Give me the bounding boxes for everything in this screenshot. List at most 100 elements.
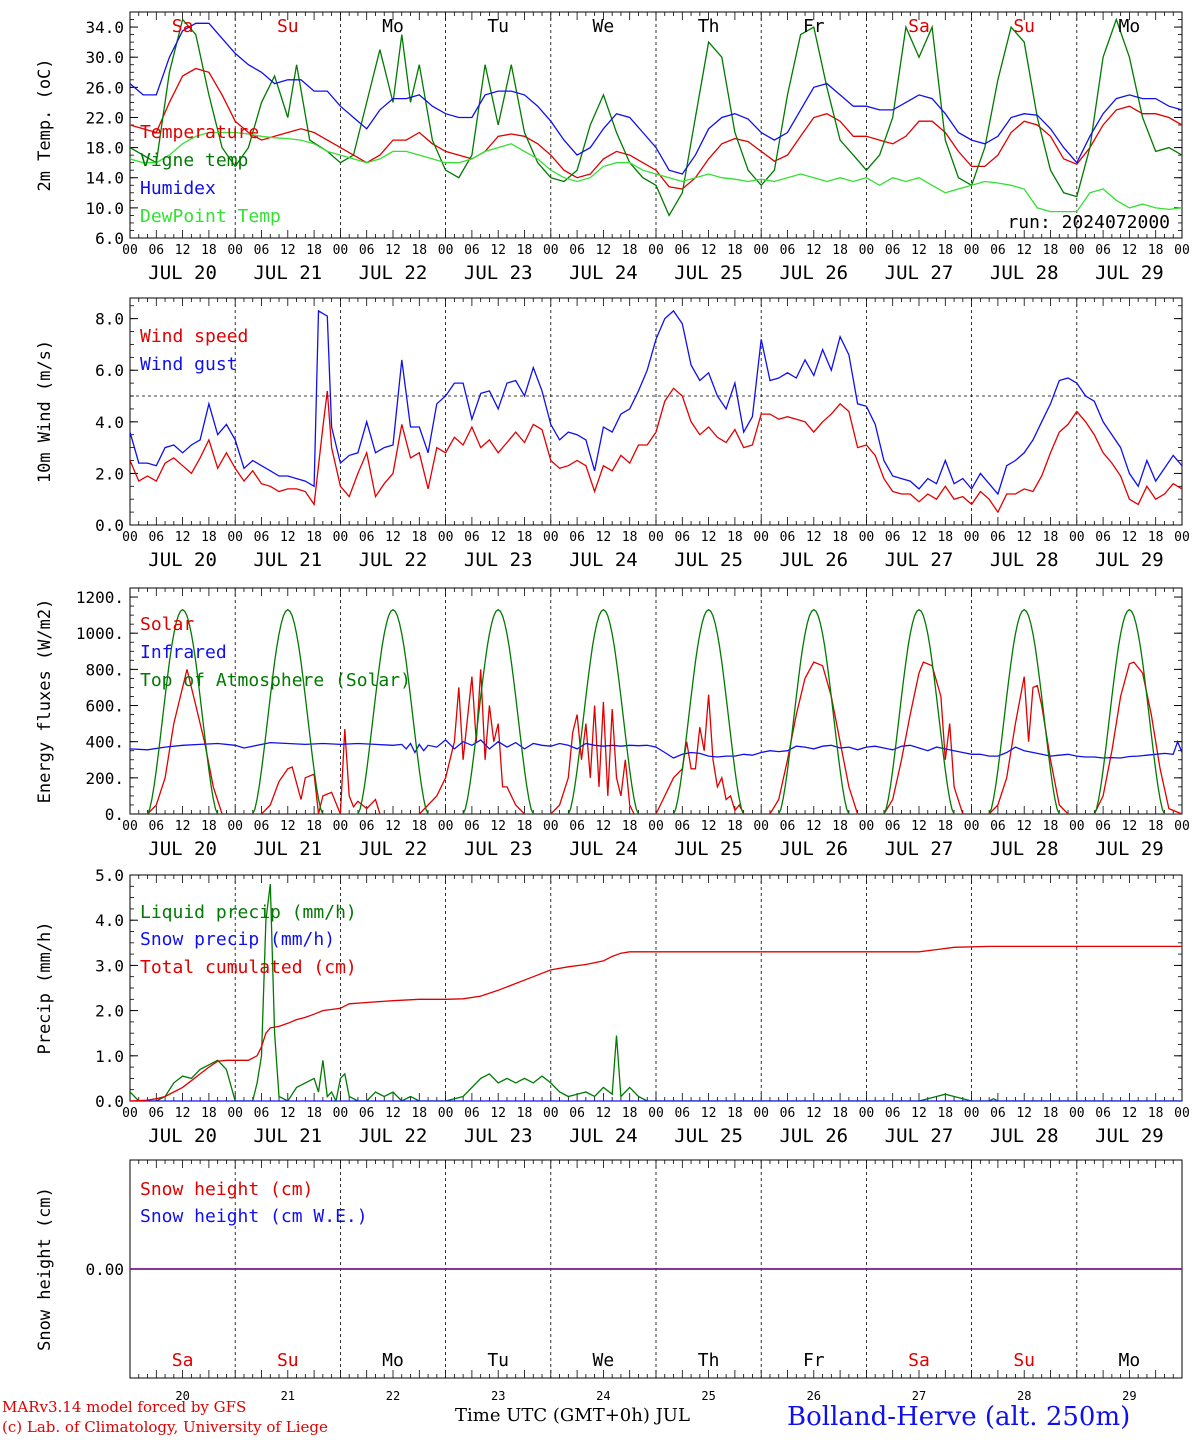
y-tick-label: 10.0 <box>85 199 124 218</box>
model-credit-line-1: MARv3.14 model forced by GFS <box>2 1398 247 1416</box>
date-label: JUL 26 <box>779 838 848 860</box>
hour-label: 00 <box>122 530 138 545</box>
y-tick-label: 6.0 <box>95 361 124 380</box>
date-label: JUL 24 <box>569 262 638 284</box>
date-label: JUL 23 <box>464 838 533 860</box>
hour-label: 00 <box>333 819 349 834</box>
y-tick-label: 1000. <box>76 624 124 643</box>
date-label: JUL 22 <box>359 549 428 571</box>
hour-label: 06 <box>674 819 690 834</box>
hour-label: 12 <box>490 1106 506 1121</box>
hour-label: 00 <box>333 1106 349 1121</box>
hour-label: 18 <box>1148 530 1164 545</box>
legend-vigne-temp: Vigne temp <box>140 150 248 171</box>
hour-label: 12 <box>280 819 296 834</box>
day-number: 20 <box>175 1389 189 1403</box>
y-tick-label: 0.00 <box>85 1260 124 1279</box>
hour-label: 06 <box>780 530 796 545</box>
hour-label: 00 <box>859 530 875 545</box>
weekday-label: Su <box>1013 16 1035 37</box>
y-tick-label: 1200. <box>76 588 124 607</box>
hour-label: 06 <box>569 243 585 258</box>
hour-label: 18 <box>1043 530 1059 545</box>
legend-dewpoint-temp: DewPoint Temp <box>140 206 281 227</box>
y-tick-label: 2.0 <box>95 1002 124 1021</box>
hour-label: 06 <box>464 530 480 545</box>
y-tick-label: 0.0 <box>95 516 124 535</box>
hour-label: 18 <box>727 1106 743 1121</box>
date-label: JUL 25 <box>674 262 743 284</box>
hour-label: 18 <box>937 243 953 258</box>
hour-label: 12 <box>385 819 401 834</box>
hour-label: 06 <box>885 819 901 834</box>
hour-label: 12 <box>911 819 927 834</box>
hour-label: 12 <box>280 243 296 258</box>
y-tick-label: 1.0 <box>95 1047 124 1066</box>
weekday-label: Th <box>698 16 720 37</box>
weekday-label: Tu <box>487 16 509 37</box>
hour-label: 12 <box>175 530 191 545</box>
date-label: JUL 21 <box>253 549 322 571</box>
series-line-humidex <box>130 22 1182 175</box>
hour-label: 12 <box>1016 819 1032 834</box>
hour-label: 12 <box>701 243 717 258</box>
hour-label: 12 <box>1016 243 1032 258</box>
hour-label: 18 <box>1043 819 1059 834</box>
hour-label: 12 <box>1016 1106 1032 1121</box>
day-number: 25 <box>701 1389 715 1403</box>
hour-label: 00 <box>859 1106 875 1121</box>
hour-label: 06 <box>359 819 375 834</box>
y-axis-label: Snow height (cm) <box>35 1187 55 1351</box>
hour-label: 18 <box>622 1106 638 1121</box>
date-label: JUL 28 <box>990 549 1059 571</box>
date-label: JUL 25 <box>674 1125 743 1147</box>
weekday-label: Mo <box>382 16 404 37</box>
y-tick-label: 5.0 <box>95 866 124 885</box>
hour-label: 00 <box>333 243 349 258</box>
hour-label: 00 <box>648 530 664 545</box>
date-label: JUL 22 <box>359 838 428 860</box>
date-label: JUL 29 <box>1095 549 1164 571</box>
hour-label: 00 <box>964 1106 980 1121</box>
hour-label: 18 <box>517 530 533 545</box>
date-label: JUL 20 <box>148 838 217 860</box>
date-label: JUL 21 <box>253 838 322 860</box>
y-tick-label: 200. <box>85 769 124 788</box>
hour-label: 06 <box>148 243 164 258</box>
hour-label: 06 <box>885 530 901 545</box>
hour-label: 18 <box>727 243 743 258</box>
hour-label: 06 <box>148 1106 164 1121</box>
panel-temperature: 6.0 10.0 14.0 18.0 22.0 26.0 30.0 34.0 2m Temp. … <box>35 11 1190 284</box>
hour-label: 12 <box>1122 243 1138 258</box>
weekday-label: Th <box>698 1350 720 1371</box>
series-group <box>130 17 1182 217</box>
model-credit-line-2: (c) Lab. of Climatology, University of L… <box>2 1418 328 1436</box>
hour-label: 12 <box>701 819 717 834</box>
hour-label: 00 <box>648 243 664 258</box>
legend-top-of-atmosphere-solar-: Top of Atmosphere (Solar) <box>140 670 411 691</box>
hour-label: 12 <box>596 819 612 834</box>
hour-label: 06 <box>885 1106 901 1121</box>
weekday-label: Tu <box>487 1350 509 1371</box>
hour-label: 12 <box>490 819 506 834</box>
hour-label: 18 <box>727 530 743 545</box>
hour-label: 06 <box>569 1106 585 1121</box>
hour-label: 00 <box>753 530 769 545</box>
hour-label: 06 <box>464 243 480 258</box>
series-group <box>130 608 1182 814</box>
hour-label: 06 <box>359 530 375 545</box>
series-line-temperature <box>130 67 1182 190</box>
hour-label: 18 <box>201 819 217 834</box>
y-tick-label: 2.0 <box>95 464 124 483</box>
y-tick-label: 0. <box>105 805 124 824</box>
y-tick-label: 26.0 <box>85 78 124 97</box>
run-annotation: run: 2024072000 <box>1007 212 1170 233</box>
hour-label: 12 <box>385 1106 401 1121</box>
hour-label: 12 <box>701 530 717 545</box>
date-label: JUL 28 <box>990 262 1059 284</box>
y-tick-label: 18.0 <box>85 139 124 158</box>
series-line-total-cumulated-cm- <box>130 945 1182 1101</box>
hour-label: 12 <box>175 819 191 834</box>
hour-label: 18 <box>1148 243 1164 258</box>
weekday-label: Su <box>277 16 299 37</box>
